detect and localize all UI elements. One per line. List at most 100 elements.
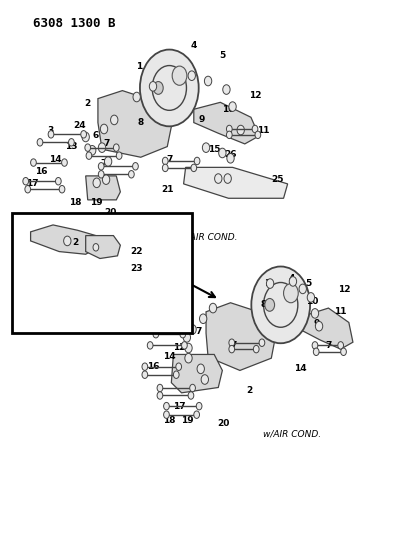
Bar bbox=[12, 213, 192, 333]
Text: 7: 7 bbox=[230, 341, 237, 350]
Circle shape bbox=[133, 163, 138, 170]
Circle shape bbox=[209, 303, 217, 313]
Text: 9: 9 bbox=[199, 116, 205, 124]
Text: 9: 9 bbox=[313, 319, 319, 328]
Circle shape bbox=[189, 325, 196, 334]
Text: 10: 10 bbox=[222, 105, 235, 114]
Circle shape bbox=[259, 339, 265, 346]
Circle shape bbox=[129, 171, 134, 178]
Circle shape bbox=[153, 330, 159, 338]
Text: 5: 5 bbox=[305, 279, 311, 288]
Circle shape bbox=[311, 309, 319, 318]
Text: 14: 14 bbox=[294, 365, 306, 373]
Circle shape bbox=[251, 266, 310, 343]
Text: 16: 16 bbox=[147, 362, 159, 371]
Text: 22: 22 bbox=[131, 247, 143, 256]
Text: 17: 17 bbox=[173, 402, 186, 411]
Text: 10: 10 bbox=[306, 297, 318, 305]
Circle shape bbox=[197, 364, 204, 374]
Circle shape bbox=[180, 330, 186, 338]
Circle shape bbox=[188, 392, 194, 399]
Circle shape bbox=[100, 124, 108, 134]
Circle shape bbox=[55, 177, 61, 185]
Circle shape bbox=[59, 185, 65, 193]
Circle shape bbox=[69, 139, 74, 146]
Circle shape bbox=[48, 131, 54, 138]
Text: 19: 19 bbox=[182, 416, 194, 424]
Circle shape bbox=[64, 236, 71, 246]
Circle shape bbox=[202, 143, 210, 152]
Polygon shape bbox=[300, 308, 353, 349]
Text: 4: 4 bbox=[288, 274, 295, 282]
Circle shape bbox=[98, 143, 106, 152]
Circle shape bbox=[191, 164, 197, 172]
Text: 8: 8 bbox=[260, 301, 266, 309]
Text: 18: 18 bbox=[163, 416, 175, 424]
Circle shape bbox=[93, 244, 99, 251]
Circle shape bbox=[196, 402, 202, 410]
Circle shape bbox=[62, 159, 67, 166]
Text: 2: 2 bbox=[246, 386, 252, 394]
Circle shape bbox=[162, 157, 168, 165]
Circle shape bbox=[157, 392, 163, 399]
Text: 2: 2 bbox=[84, 100, 91, 108]
Text: 12: 12 bbox=[249, 92, 261, 100]
Polygon shape bbox=[206, 303, 279, 370]
Circle shape bbox=[194, 157, 200, 165]
Circle shape bbox=[201, 375, 208, 384]
Circle shape bbox=[227, 154, 234, 163]
Circle shape bbox=[252, 125, 258, 133]
Text: 6: 6 bbox=[182, 327, 189, 336]
Circle shape bbox=[200, 314, 207, 324]
Text: 26: 26 bbox=[224, 150, 237, 159]
Polygon shape bbox=[194, 102, 259, 144]
Text: 7: 7 bbox=[166, 156, 173, 164]
Circle shape bbox=[215, 174, 222, 183]
Circle shape bbox=[85, 144, 91, 151]
Text: 4: 4 bbox=[191, 41, 197, 50]
Text: 11: 11 bbox=[335, 308, 347, 316]
Circle shape bbox=[173, 371, 179, 378]
Circle shape bbox=[266, 279, 274, 288]
Circle shape bbox=[155, 322, 161, 330]
Circle shape bbox=[113, 144, 119, 151]
Circle shape bbox=[82, 132, 89, 142]
Circle shape bbox=[152, 66, 186, 110]
Circle shape bbox=[313, 348, 319, 356]
Circle shape bbox=[284, 284, 298, 303]
Circle shape bbox=[104, 157, 112, 166]
Text: 21: 21 bbox=[161, 185, 173, 193]
Text: 13: 13 bbox=[65, 142, 78, 151]
Circle shape bbox=[93, 178, 100, 188]
Text: 19: 19 bbox=[90, 198, 102, 207]
Circle shape bbox=[98, 163, 104, 170]
Circle shape bbox=[164, 402, 169, 410]
Text: 23: 23 bbox=[131, 264, 143, 272]
Circle shape bbox=[157, 384, 163, 392]
Circle shape bbox=[237, 125, 244, 135]
Circle shape bbox=[115, 261, 120, 269]
Circle shape bbox=[142, 371, 148, 378]
Circle shape bbox=[164, 411, 169, 418]
Circle shape bbox=[158, 261, 164, 269]
Text: 20: 20 bbox=[217, 419, 230, 428]
Text: 1: 1 bbox=[135, 62, 142, 71]
Circle shape bbox=[116, 152, 122, 159]
Circle shape bbox=[102, 175, 110, 184]
Text: 7: 7 bbox=[101, 159, 107, 168]
Circle shape bbox=[194, 411, 200, 418]
Circle shape bbox=[255, 131, 261, 139]
Text: 18: 18 bbox=[69, 198, 82, 207]
Text: 2: 2 bbox=[72, 238, 79, 247]
Circle shape bbox=[172, 66, 187, 85]
Circle shape bbox=[86, 152, 92, 159]
Circle shape bbox=[223, 85, 230, 94]
Circle shape bbox=[315, 321, 323, 331]
Text: 14: 14 bbox=[163, 352, 175, 360]
Circle shape bbox=[183, 333, 191, 342]
Text: 12: 12 bbox=[339, 286, 351, 294]
Text: 7: 7 bbox=[325, 341, 332, 350]
Polygon shape bbox=[86, 236, 120, 259]
Polygon shape bbox=[98, 91, 175, 157]
Circle shape bbox=[229, 339, 235, 346]
